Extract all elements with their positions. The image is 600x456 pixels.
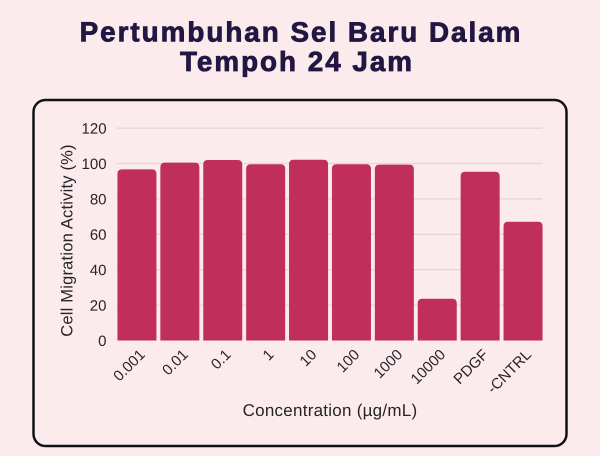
svg-text:40: 40 (90, 262, 107, 279)
svg-text:Pertumbuhan Sel Baru Dalam: Pertumbuhan Sel Baru Dalam (80, 16, 523, 47)
svg-text:120: 120 (82, 121, 107, 138)
svg-text:Tempoh 24 Jam: Tempoh 24 Jam (180, 46, 414, 77)
svg-text:80: 80 (90, 191, 107, 208)
svg-text:Cell Migration Activity (%): Cell Migration Activity (%) (59, 144, 77, 336)
svg-text:Concentration (µg/mL): Concentration (µg/mL) (243, 401, 418, 420)
svg-text:0: 0 (98, 333, 106, 350)
svg-text:20: 20 (90, 298, 107, 315)
svg-text:100: 100 (82, 156, 107, 173)
svg-text:60: 60 (90, 227, 107, 244)
